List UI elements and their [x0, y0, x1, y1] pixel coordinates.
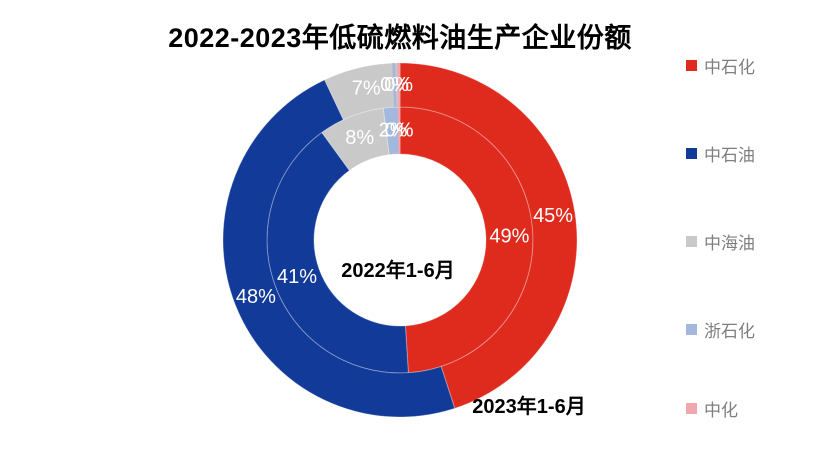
legend-item-5: 中化 [686, 396, 738, 420]
donut-slice-outer-1 [222, 79, 456, 418]
slice-label: 0% [384, 74, 413, 96]
slice-label: 0% [385, 120, 414, 142]
legend-swatch [686, 402, 697, 414]
donut-slice-inner-4 [397, 107, 400, 155]
legend-label: 中石化 [704, 57, 755, 77]
legend-item-4: 浙石化 [686, 317, 755, 341]
slice-label: 48% [236, 286, 276, 308]
donut-slice-outer-4 [396, 63, 400, 108]
legend-swatch [686, 147, 697, 159]
ring-label-outer: 2023年1-6月 [472, 394, 585, 418]
donut-slice-inner-2 [321, 107, 390, 172]
slice-label: 45% [533, 205, 573, 227]
slice-label: 0% [380, 74, 409, 96]
legend-item-3: 中海油 [686, 229, 755, 253]
legend-swatch [686, 235, 697, 247]
legend-item-2: 中石油 [686, 141, 755, 165]
legend-swatch [686, 323, 697, 335]
legend-label: 浙石化 [704, 321, 755, 341]
slice-label: 7% [352, 78, 381, 100]
legend-item-1: 中石化 [686, 53, 755, 77]
legend-label: 中化 [704, 400, 738, 420]
slice-label: 8% [345, 127, 374, 149]
chart-title: 2022-2023年低硫燃料油生产企业份额 [168, 23, 632, 53]
slice-label: 2% [379, 120, 408, 142]
legend-label: 中海油 [704, 233, 755, 253]
legend-label: 中石油 [704, 145, 755, 165]
slice-label: 41% [277, 266, 317, 288]
slice-label: 49% [489, 226, 529, 248]
donut-slice-outer-3 [392, 63, 397, 108]
legend-swatch [686, 59, 697, 71]
donut-slice-outer-0 [399, 62, 578, 409]
donut-slice-inner-1 [266, 131, 409, 374]
ring-label-inner: 2022年1-6月 [341, 258, 454, 282]
